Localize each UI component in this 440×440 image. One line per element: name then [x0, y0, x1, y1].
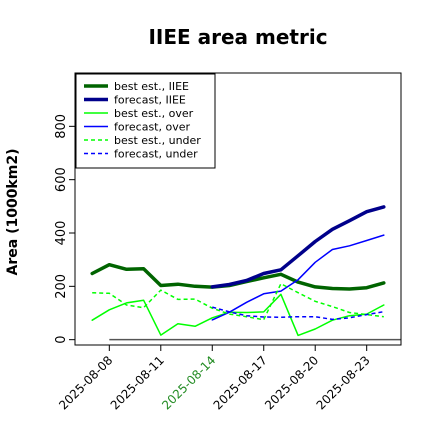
- series-line-2: [210, 205, 386, 289]
- plot-area: [90, 205, 401, 341]
- legend-label-6: forecast, under: [114, 148, 198, 161]
- legend-label-2: forecast, IIEE: [114, 94, 186, 107]
- legend-label-4: forecast, over: [114, 121, 190, 134]
- y-tick-label: 400: [54, 221, 69, 246]
- legend-label-3: best est., over: [114, 107, 194, 120]
- legend-label-5: best est., under: [114, 134, 201, 147]
- legend-box: [75, 73, 216, 169]
- x-tick-label: 2025-08-14: [159, 353, 218, 412]
- series-line-4: [211, 234, 385, 321]
- plot-frame: [74, 72, 402, 346]
- chart-title: IIEE area metric: [148, 25, 327, 49]
- x-tick-label: 2025-08-11: [108, 353, 167, 412]
- legend-label-1: best est., IIEE: [114, 80, 189, 93]
- series-line-1: [90, 262, 386, 291]
- y-axis-label: Area (1000km2): [5, 149, 21, 276]
- y-tick-label: 800: [54, 114, 69, 139]
- y-tick-label: 0: [54, 336, 69, 344]
- x-tick-label: 2025-08-23: [314, 353, 373, 412]
- x-tick-label: 2025-08-17: [211, 353, 270, 412]
- y-tick-label: 600: [54, 167, 69, 192]
- y-tick-label: 200: [54, 274, 69, 299]
- x-tick-label: 2025-08-20: [262, 353, 321, 412]
- series-line-5: [92, 282, 384, 321]
- series-line-6: [212, 306, 384, 321]
- x-tick-label: 2025-08-08: [56, 353, 115, 412]
- series-line-3: [91, 293, 385, 337]
